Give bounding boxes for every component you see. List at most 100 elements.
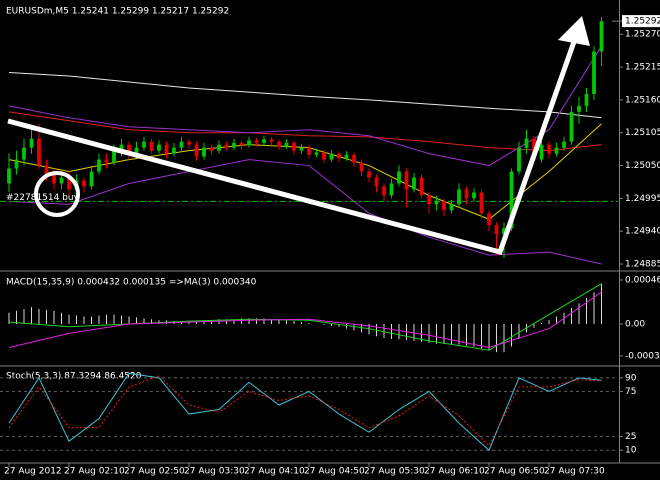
candle-body bbox=[29, 138, 34, 148]
candle-body bbox=[329, 153, 334, 160]
indicator-line bbox=[8, 45, 602, 167]
last-price-box bbox=[622, 15, 660, 28]
indicator-line bbox=[8, 71, 602, 119]
candle-body bbox=[322, 152, 326, 160]
indicator-line bbox=[8, 283, 602, 351]
y-tick-label: 10 bbox=[625, 446, 637, 456]
candle-body bbox=[59, 177, 64, 184]
candle-body bbox=[52, 174, 56, 184]
candle-body bbox=[562, 141, 566, 148]
x-tick-label: 27 Aug 04:50 bbox=[304, 467, 365, 477]
candle-body bbox=[277, 141, 281, 147]
candle-body bbox=[89, 171, 94, 187]
candle-body bbox=[299, 147, 304, 151]
candle-body bbox=[14, 159, 19, 169]
candle-body bbox=[314, 152, 319, 155]
candle-body bbox=[517, 147, 521, 172]
candle-body bbox=[472, 192, 476, 199]
y-tick-label: -0.00034 bbox=[625, 351, 660, 361]
indicator-line bbox=[8, 375, 602, 447]
candle-body bbox=[7, 168, 11, 184]
x-tick-label: 27 Aug 02:50 bbox=[124, 467, 185, 477]
candle-body bbox=[187, 141, 191, 145]
candle-body bbox=[584, 93, 589, 106]
candle-body bbox=[202, 147, 206, 157]
candle-body bbox=[247, 140, 251, 146]
y-tick-label: 0.000469 bbox=[625, 275, 660, 285]
order-label: #22781514 buy bbox=[6, 193, 80, 203]
candle-body bbox=[374, 177, 379, 187]
candle-body bbox=[547, 144, 551, 154]
candle-body bbox=[149, 141, 154, 151]
candle-body bbox=[142, 141, 146, 148]
candle-body bbox=[599, 21, 604, 52]
candle-body bbox=[119, 144, 124, 151]
candle-body bbox=[509, 171, 514, 229]
candle-body bbox=[539, 144, 544, 160]
candle-body bbox=[479, 192, 484, 214]
indicator-line bbox=[8, 159, 602, 265]
candle-body bbox=[224, 144, 229, 148]
candle-body bbox=[494, 225, 499, 235]
candle-body bbox=[569, 111, 574, 142]
candle-body bbox=[134, 147, 139, 154]
candle-body bbox=[434, 201, 439, 205]
candle-body bbox=[67, 177, 71, 190]
candle-body bbox=[502, 228, 506, 235]
candle-body bbox=[464, 189, 469, 199]
x-tick-label: 27 Aug 06:50 bbox=[484, 467, 545, 477]
candle-body bbox=[397, 171, 401, 184]
candle-body bbox=[22, 147, 26, 160]
candle-body bbox=[442, 201, 446, 211]
indicator-line bbox=[8, 111, 602, 152]
candle-body bbox=[164, 144, 169, 154]
candle-body bbox=[82, 180, 86, 187]
stoch-title: Stoch(5,3,3) 87.3294 86.4520 bbox=[6, 372, 142, 382]
chart-title: EURUSDm,M5 1.25241 1.25299 1.25217 1.252… bbox=[6, 7, 229, 17]
candle-body bbox=[457, 189, 461, 205]
candle-body bbox=[359, 162, 364, 172]
candle-body bbox=[554, 147, 559, 154]
candle-body bbox=[104, 159, 109, 163]
candle-body bbox=[209, 147, 214, 151]
y-tick-label: 1.25160 bbox=[625, 95, 660, 105]
annotation-overlay bbox=[7, 16, 590, 256]
candle-body bbox=[412, 177, 416, 190]
y-tick-label: 1.24995 bbox=[625, 194, 660, 204]
last-price-label: 1.25292 bbox=[625, 17, 660, 27]
candle-body bbox=[352, 154, 356, 163]
y-tick-label: 1.25270 bbox=[625, 30, 660, 40]
y-tick-label: 0.00 bbox=[625, 319, 645, 329]
macd-title: MACD(15,35,9) 0.000432 0.000135 =>MA(3) … bbox=[6, 278, 257, 288]
candle-body bbox=[157, 144, 161, 151]
candle-body bbox=[44, 165, 49, 175]
candle-body bbox=[487, 213, 491, 226]
candle-body bbox=[37, 138, 41, 166]
candle-body bbox=[419, 177, 424, 196]
y-tick-label: 25 bbox=[625, 432, 636, 442]
x-tick-label: 27 Aug 06:10 bbox=[424, 467, 485, 477]
candle-body bbox=[97, 159, 101, 172]
x-tick-label: 27 Aug 04:10 bbox=[244, 467, 305, 477]
indicator-line bbox=[8, 372, 602, 452]
candle-body bbox=[389, 183, 394, 196]
candle-body bbox=[307, 147, 311, 155]
y-tick-label: 1.25105 bbox=[625, 128, 660, 138]
candle-body bbox=[232, 142, 236, 148]
candle-body bbox=[172, 147, 176, 154]
candle-body bbox=[577, 105, 581, 112]
x-tick-label: 27 Aug 05:30 bbox=[364, 467, 425, 477]
x-tick-label: 27 Aug 2012 bbox=[4, 467, 62, 477]
candle-body bbox=[262, 139, 266, 143]
candle-body bbox=[194, 144, 199, 157]
x-tick-label: 27 Aug 03:30 bbox=[184, 467, 245, 477]
indicator-line bbox=[8, 291, 602, 348]
x-tick-label: 27 Aug 07:30 bbox=[544, 467, 605, 477]
candle-body bbox=[524, 138, 529, 148]
candle-body bbox=[254, 140, 259, 143]
candle-body bbox=[337, 153, 341, 159]
y-tick-label: 1.25050 bbox=[625, 161, 660, 171]
x-tick-label: 27 Aug 02:10 bbox=[64, 467, 125, 477]
candle-body bbox=[592, 51, 596, 94]
